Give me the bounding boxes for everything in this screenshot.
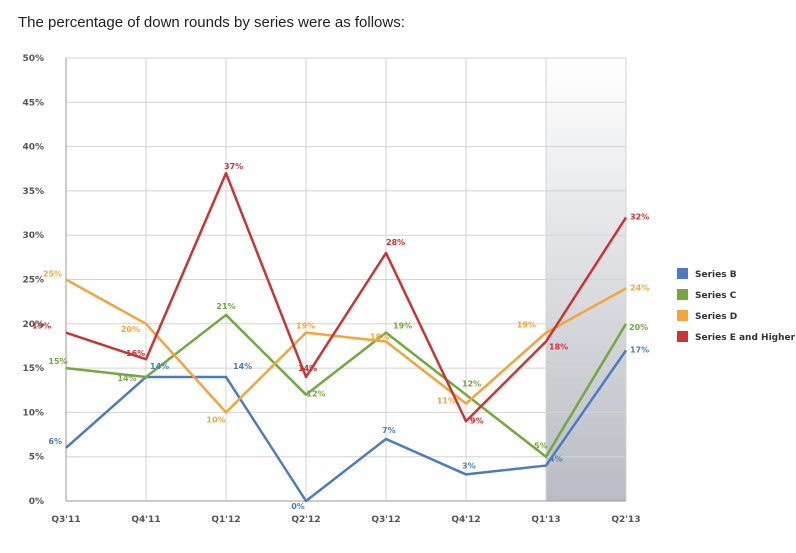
data-label-series-b: 0% bbox=[291, 502, 305, 511]
data-label-series-c: 20% bbox=[629, 323, 648, 332]
data-label-series-b: 14% bbox=[150, 362, 169, 371]
data-label-series-e-and-higher: 37% bbox=[224, 162, 243, 171]
data-label-series-b: 4% bbox=[549, 455, 563, 464]
data-label-series-e-and-higher: 19% bbox=[32, 322, 51, 331]
x-tick-label: Q4'11 bbox=[131, 515, 160, 525]
legend-label-series-d: Series D bbox=[695, 312, 737, 322]
x-tick-label: Q2'12 bbox=[291, 515, 320, 525]
data-label-series-b: 3% bbox=[462, 461, 476, 470]
data-label-series-c: 12% bbox=[462, 380, 481, 389]
y-tick-label: 30% bbox=[22, 231, 44, 241]
line-series-c bbox=[65, 313, 628, 458]
data-label-series-e-and-higher: 18% bbox=[549, 343, 568, 352]
legend-label-series-b: Series B bbox=[695, 270, 737, 280]
y-tick-label: 15% bbox=[22, 364, 44, 374]
x-tick-label: Q4'12 bbox=[451, 515, 480, 525]
x-tick-label: Q1'13 bbox=[531, 515, 560, 525]
legend-label-series-c: Series C bbox=[695, 291, 737, 301]
x-tick-label: Q2'13 bbox=[611, 515, 640, 525]
data-label-series-c: 14% bbox=[117, 374, 136, 383]
legend-label-series-e-and-higher: Series E and Higher bbox=[695, 333, 796, 343]
data-label-series-b: 6% bbox=[48, 437, 62, 446]
data-label-series-d: 11% bbox=[437, 397, 456, 406]
y-tick-label: 40% bbox=[22, 143, 44, 153]
y-tick-label: 0% bbox=[29, 497, 44, 507]
x-tick-label: Q3'11 bbox=[51, 515, 80, 525]
data-label-series-c: 15% bbox=[48, 357, 67, 366]
data-label-series-d: 19% bbox=[517, 321, 536, 330]
data-label-series-d: 20% bbox=[121, 325, 140, 334]
data-label-series-d: 18% bbox=[370, 333, 389, 342]
y-tick-label: 45% bbox=[22, 98, 44, 108]
data-label-series-c: 5% bbox=[534, 442, 548, 451]
data-label-series-b: 17% bbox=[630, 345, 649, 354]
legend-swatch-series-e-and-higher bbox=[677, 331, 688, 342]
x-tick-label: Q1'12 bbox=[211, 515, 240, 525]
data-label-series-e-and-higher: 32% bbox=[630, 212, 649, 221]
data-label-series-c: 19% bbox=[393, 322, 412, 331]
line-series-d bbox=[65, 278, 627, 414]
data-label-series-d: 25% bbox=[43, 270, 62, 279]
data-label-series-e-and-higher: 28% bbox=[386, 238, 405, 247]
data-label-series-e-and-higher: 16% bbox=[126, 349, 145, 358]
data-label-series-b: 14% bbox=[233, 362, 252, 371]
data-label-series-d: 10% bbox=[206, 415, 225, 424]
page-heading: The percentage of down rounds by series … bbox=[18, 14, 405, 31]
legend-swatch-series-b bbox=[677, 268, 688, 279]
data-label-series-e-and-higher: 14% bbox=[298, 364, 317, 373]
data-label-series-b: 7% bbox=[382, 426, 396, 435]
y-tick-label: 50% bbox=[22, 54, 44, 64]
y-tick-label: 10% bbox=[22, 408, 44, 418]
y-tick-label: 35% bbox=[22, 187, 44, 197]
line-series-b bbox=[65, 349, 628, 503]
y-tick-label: 25% bbox=[22, 276, 44, 286]
data-label-series-c: 21% bbox=[216, 302, 235, 311]
x-tick-label: Q3'12 bbox=[371, 515, 400, 525]
legend-swatch-series-c bbox=[677, 289, 688, 300]
legend-swatch-series-d bbox=[677, 310, 688, 321]
data-label-series-d: 19% bbox=[296, 322, 315, 331]
data-label-series-d: 24% bbox=[630, 283, 649, 292]
data-label-series-c: 12% bbox=[306, 390, 325, 399]
y-tick-label: 20% bbox=[22, 320, 44, 330]
y-tick-label: 5% bbox=[29, 453, 44, 463]
line-series-e-and-higher bbox=[65, 171, 628, 423]
data-label-series-e-and-higher: 9% bbox=[470, 416, 484, 425]
